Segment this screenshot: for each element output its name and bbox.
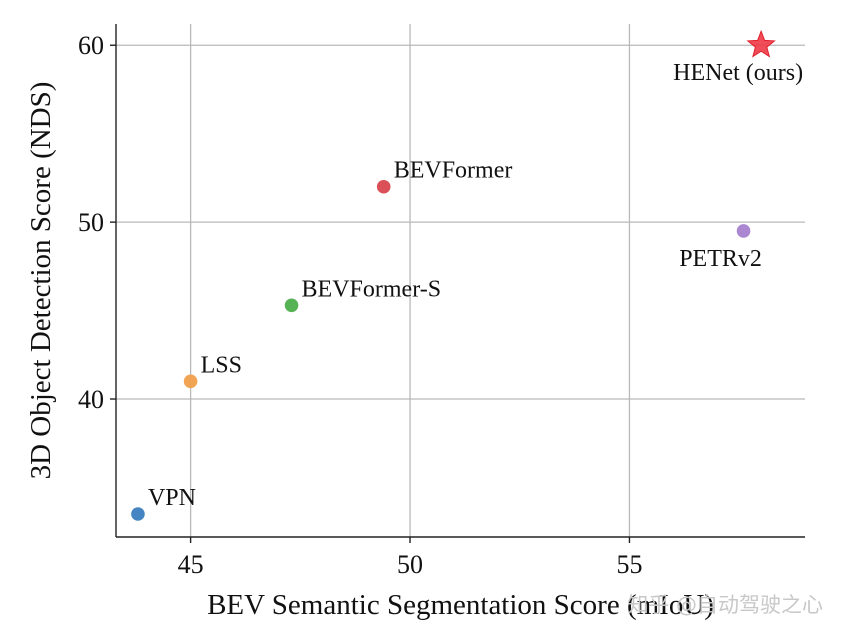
y-tick-label: 60 xyxy=(78,31,104,60)
point-label-henet-ours: HENet (ours) xyxy=(673,60,803,86)
watermark: 知乎 @自动驾驶之心 xyxy=(627,593,823,617)
point-label-lss: LSS xyxy=(201,352,242,378)
point-vpn xyxy=(131,507,145,521)
y-axis-label: 3D Object Detection Score (NDS) xyxy=(25,82,57,480)
axes-spines xyxy=(115,24,805,538)
point-bevformer xyxy=(376,179,391,194)
point-label-bevformer: BEVFormer xyxy=(394,158,513,184)
point-label-bevformer-s: BEVFormer-S xyxy=(302,276,442,302)
x-tick-label: 50 xyxy=(397,550,423,579)
data-points: VPN LSS BEVFormer-S BEVFormer PETRv2 HENet (o… xyxy=(131,29,803,521)
point-henet-ours xyxy=(746,29,776,58)
point-label-petrv2: PETRv2 xyxy=(679,246,762,272)
point-lss xyxy=(183,374,198,389)
point-bevformer-s xyxy=(284,298,299,313)
y-tick-label: 40 xyxy=(78,385,104,414)
grid xyxy=(116,24,805,537)
point-petrv2 xyxy=(736,224,751,238)
point-label-vpn: VPN xyxy=(148,485,196,511)
x-axis-label: BEV Semantic Segmentation Score (mIoU) xyxy=(207,589,714,621)
x-tick-label: 55 xyxy=(616,550,642,579)
axis-ticks: 45 50 55 40 50 60 xyxy=(78,31,642,579)
x-tick-label: 45 xyxy=(178,550,204,579)
y-tick-label: 50 xyxy=(78,208,104,237)
